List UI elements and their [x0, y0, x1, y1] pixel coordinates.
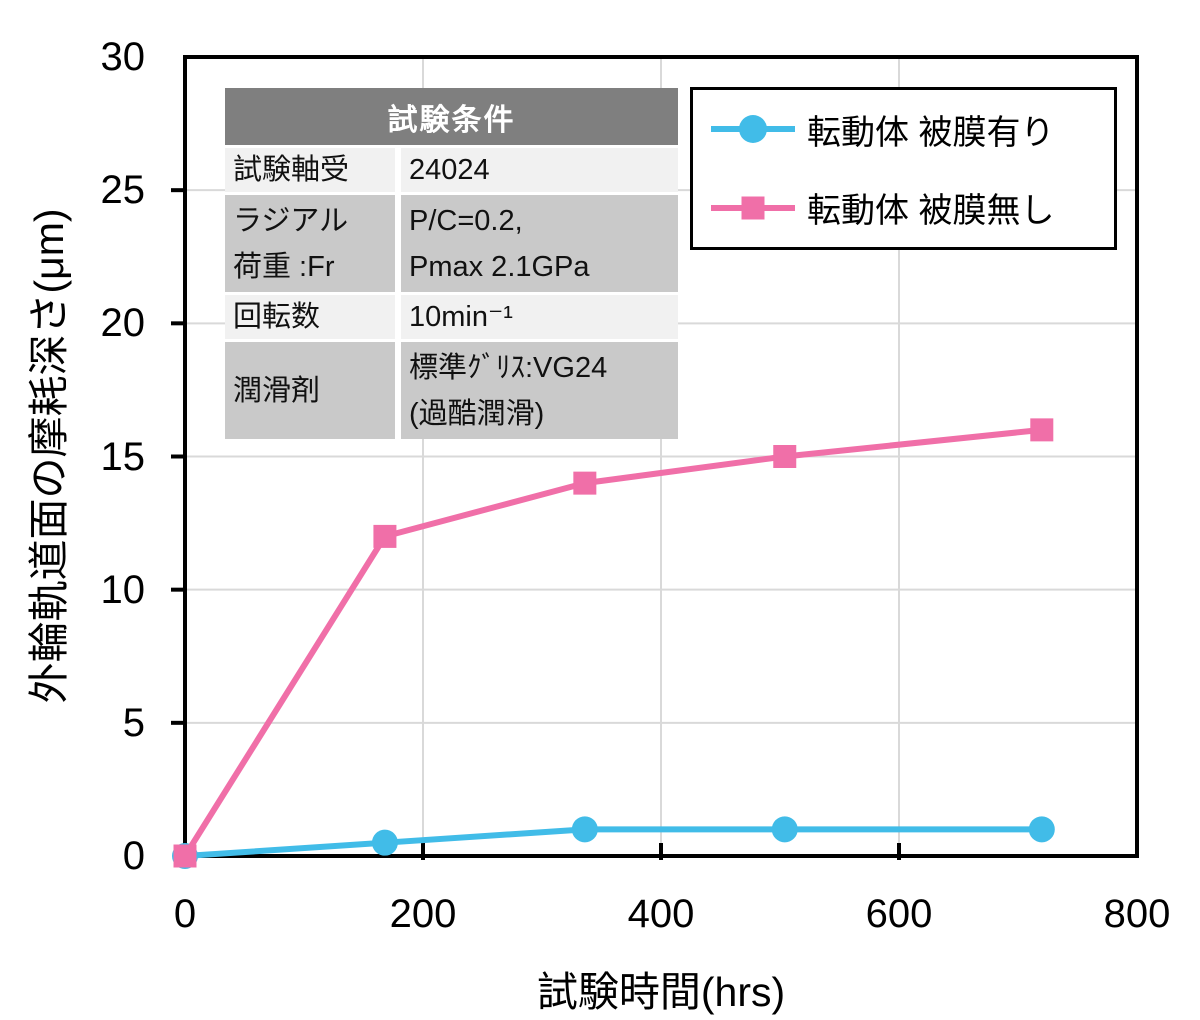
table-row-speed: 回転数 10min⁻¹: [225, 295, 678, 339]
legend-label: 転動体 被膜有り: [807, 113, 1055, 152]
data-point-marker: [1030, 418, 1054, 442]
y-tick-label: 20: [100, 301, 146, 346]
legend-label: 転動体 被膜無し: [807, 192, 1055, 231]
data-point-marker: [773, 445, 797, 468]
data-point-marker: [1028, 816, 1055, 843]
y-tick-label: 15: [100, 434, 146, 479]
y-axis-title: 外輪軌道面の摩耗深さ(μm): [26, 208, 72, 704]
row-label: 試験軸受: [225, 148, 395, 192]
table-row-lubricant: 潤滑剤 標準ｸﾞﾘｽ:VG24 (過酷潤滑): [225, 342, 678, 439]
y-tick-label: 5: [122, 700, 145, 745]
table-row-bearing: 試験軸受 24024: [225, 148, 678, 192]
series-line-1: [182, 426, 1043, 858]
y-tick-label: 25: [100, 168, 146, 213]
data-point-marker: [373, 524, 397, 548]
data-point-marker: [573, 471, 597, 495]
x-axis-title: 試験時間(hrs): [536, 969, 786, 1015]
x-tick-label: 600: [865, 892, 933, 936]
legend-line-swatch: [711, 115, 795, 144]
y-tick-label: 0: [122, 834, 145, 878]
row-label: ラジアル 荷重 :Fr: [225, 195, 395, 292]
row-value: 10min⁻¹: [401, 295, 678, 339]
row-value: P/C=0.2, Pmax 2.1GPa: [401, 195, 678, 292]
test-conditions-table: 試験条件 試験軸受 24024 ラジアル 荷重 :Fr P/C=0.2, Pma…: [225, 88, 678, 439]
row-label: 潤滑剤: [225, 342, 395, 439]
square-marker-icon: [741, 196, 765, 220]
x-tick-label: 200: [389, 892, 457, 936]
x-tick-label: 0: [173, 892, 197, 936]
data-point-marker: [371, 829, 398, 856]
data-point-marker: [571, 816, 598, 843]
x-tick-label: 800: [1103, 892, 1171, 936]
data-point-marker: [173, 844, 197, 868]
data-point-marker: [771, 816, 798, 843]
row-label: 回転数: [225, 295, 395, 339]
y-tick-label: 30: [100, 35, 146, 79]
row-value: 標準ｸﾞﾘｽ:VG24 (過酷潤滑): [401, 342, 678, 439]
legend: 転動体 被膜有り 転動体 被膜無し: [690, 87, 1117, 250]
series-line-0: [184, 826, 1042, 859]
table-header: 試験条件: [225, 88, 678, 145]
y-tick-label: 10: [100, 567, 146, 612]
legend-item-coated: 転動体 被膜有り: [711, 105, 1114, 154]
x-tick-label: 400: [627, 892, 695, 936]
circle-marker-icon: [739, 115, 767, 144]
legend-line-swatch: [711, 196, 795, 220]
table-row-radial-load: ラジアル 荷重 :Fr P/C=0.2, Pmax 2.1GPa: [225, 195, 678, 292]
legend-item-uncoated: 転動体 被膜無し: [711, 183, 1114, 232]
row-value: 24024: [401, 148, 678, 192]
